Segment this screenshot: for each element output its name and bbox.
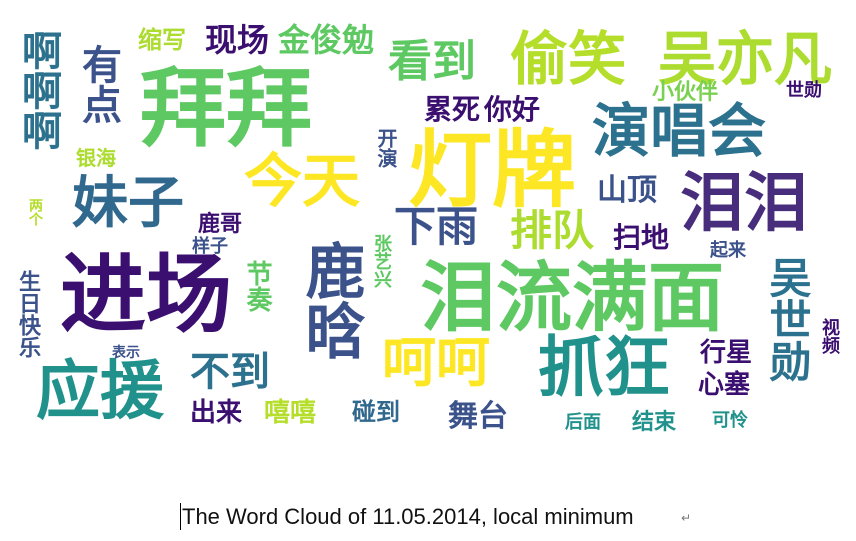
- cloud-word: 舞台: [448, 399, 508, 434]
- cloud-word: 心塞: [698, 370, 751, 400]
- caption: The Word Cloud of 11.05.2014, local mini…: [182, 504, 634, 529]
- cloud-word: 有点: [75, 44, 121, 124]
- cloud-word: 两个: [27, 198, 43, 226]
- cloud-word: 今天: [244, 147, 361, 215]
- cloud-word: 金俊勉: [278, 21, 375, 59]
- cloud-word: 后面: [565, 412, 601, 433]
- cloud-word: 张艺兴: [371, 234, 392, 288]
- cloud-word: 出来: [190, 398, 243, 428]
- cloud-word: 呵呵: [382, 331, 490, 394]
- cloud-word: 偷笑: [510, 25, 627, 93]
- cloud-word: 行星: [700, 338, 753, 368]
- cloud-word: 样子: [192, 236, 228, 257]
- cloud-word: 开演: [374, 128, 398, 168]
- cloud-word: 演唱会: [592, 97, 767, 165]
- cloud-word: 吴世勋: [763, 256, 812, 382]
- cloud-word: 鹿晗: [295, 240, 365, 360]
- cloud-word: 泪泪: [680, 167, 808, 241]
- cloud-word: 灯牌: [408, 121, 577, 219]
- cloud-word: 妹子: [72, 171, 184, 236]
- cloud-word: 累死: [424, 93, 481, 126]
- cloud-word: 抓狂: [538, 329, 670, 406]
- cloud-word: 银海: [76, 146, 116, 170]
- cloud-word: 扫地: [613, 221, 670, 254]
- cloud-word: 可怜: [712, 410, 748, 431]
- cloud-word: 结束: [632, 410, 677, 435]
- cloud-word: 进场: [60, 245, 232, 345]
- cloud-word: 排队: [510, 206, 595, 255]
- cloud-word: 不到: [190, 349, 270, 395]
- cloud-word: 碰到: [352, 398, 400, 426]
- cloud-word: 生日快乐: [15, 270, 40, 358]
- word-cloud: 拜拜 灯牌 进场 泪流满面 呵呵 鹿晗 抓狂 应援 偷笑 吴亦凡 演唱会 泪泪 …: [15, 21, 840, 435]
- cloud-word: 下雨: [394, 202, 479, 251]
- cloud-word: 山顶: [597, 173, 657, 208]
- cloud-word: 应援: [36, 355, 164, 429]
- cloud-word: 吴亦凡: [658, 25, 833, 93]
- cloud-word: 啊啊啊: [15, 30, 61, 150]
- cloud-word: 节奏: [242, 260, 272, 312]
- cloud-word: 世勋: [786, 80, 822, 101]
- cloud-word: 表示: [112, 345, 140, 361]
- text-cursor: [180, 503, 181, 530]
- cloud-word: 你好: [484, 93, 541, 126]
- cloud-word: 拜拜: [140, 59, 312, 159]
- cloud-word: 现场: [205, 21, 270, 59]
- cloud-word: 鹿哥: [198, 212, 243, 237]
- cloud-word: 泪流满面: [420, 253, 724, 342]
- cloud-word: 看到: [388, 36, 476, 87]
- cloud-word: 嘻嘻: [264, 398, 317, 428]
- cloud-word: 缩写: [138, 26, 186, 54]
- cloud-word: 小伙伴: [652, 80, 719, 105]
- paragraph-mark-icon: ↵: [681, 511, 692, 525]
- cloud-word: 起来: [710, 240, 746, 261]
- cloud-word: 视频: [819, 318, 840, 354]
